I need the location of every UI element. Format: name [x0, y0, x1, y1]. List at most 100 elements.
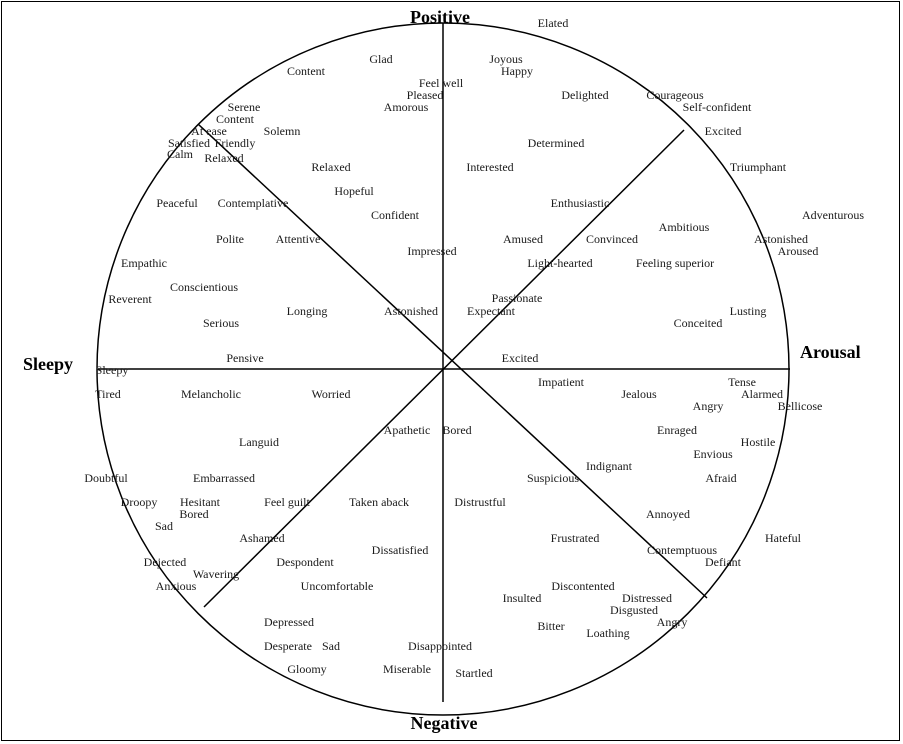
emotion-word-angry: Angry: [693, 399, 724, 413]
emotion-word-insulted: Insulted: [503, 591, 542, 605]
emotion-word-sad: Sad: [155, 519, 173, 533]
emotion-word-wavering: Wavering: [193, 567, 239, 581]
emotion-word-startled: Startled: [455, 666, 492, 680]
emotion-word-conscientious: Conscientious: [170, 280, 238, 294]
emotion-word-uncomfortable: Uncomfortable: [301, 579, 374, 593]
emotion-word-relaxed: Relaxed: [204, 151, 243, 165]
emotion-word-tired: Tired: [95, 387, 121, 401]
emotion-word-hostile: Hostile: [741, 435, 776, 449]
emotion-word-ambitious: Ambitious: [659, 220, 710, 234]
emotion-word-dejected: Dejected: [144, 555, 187, 569]
emotion-word-taken-aback: Taken aback: [349, 495, 409, 509]
emotion-word-excited: Excited: [502, 351, 539, 365]
emotion-word-serene: Serene: [228, 100, 261, 114]
emotion-word-content: Content: [216, 112, 255, 126]
emotion-word-amused: Amused: [503, 232, 543, 246]
emotion-word-anxious: Anxious: [156, 579, 197, 593]
emotion-word-satisfied: Satisfied: [168, 136, 210, 150]
emotion-word-joyous: Joyous: [489, 52, 523, 66]
emotion-word-adventurous: Adventurous: [802, 208, 864, 222]
emotion-word-bitter: Bitter: [537, 619, 564, 633]
emotion-word-afraid: Afraid: [705, 471, 736, 485]
emotion-word-content: Content: [287, 64, 326, 78]
emotion-word-tense: Tense: [728, 375, 756, 389]
emotion-word-doubtful: Doubtful: [84, 471, 128, 485]
emotion-word-polite: Polite: [216, 232, 244, 246]
emotion-word-amorous: Amorous: [384, 100, 429, 114]
emotion-word-lusting: Lusting: [730, 304, 767, 318]
emotion-word-angry: Angry: [657, 615, 688, 629]
emotion-word-languid: Languid: [239, 435, 279, 449]
emotion-word-droopy: Droopy: [121, 495, 158, 509]
emotion-word-glad: Glad: [369, 52, 392, 66]
emotion-word-melancholic: Melancholic: [181, 387, 241, 401]
emotion-word-desperate: Desperate: [264, 639, 312, 653]
emotion-word-alarmed: Alarmed: [741, 387, 783, 401]
emotion-word-feel-well: Feel well: [419, 76, 464, 90]
emotion-word-sad: Sad: [322, 639, 340, 653]
emotion-word-suspicious: Suspicious: [527, 471, 579, 485]
emotion-word-expectant: Expectant: [467, 304, 516, 318]
emotion-word-distrustful: Distrustful: [454, 495, 506, 509]
emotion-word-loathing: Loathing: [586, 626, 629, 640]
emotion-word-bellicose: Bellicose: [778, 399, 823, 413]
emotion-word-frustrated: Frustrated: [551, 531, 600, 545]
emotion-word-longing: Longing: [287, 304, 328, 318]
emotion-word-envious: Envious: [693, 447, 733, 461]
emotion-word-feeling-superior: Feeling superior: [636, 256, 714, 270]
emotion-word-confident: Confident: [371, 208, 420, 222]
emotion-word-triumphant: Triumphant: [730, 160, 787, 174]
emotion-word-impatient: Impatient: [538, 375, 585, 389]
emotion-word-serious: Serious: [203, 316, 239, 330]
emotion-word-aroused: Aroused: [778, 244, 819, 258]
emotion-word-bored: Bored: [442, 423, 471, 437]
emotion-word-apathetic: Apathetic: [384, 423, 431, 437]
axis-label-positive: Positive: [410, 7, 470, 27]
emotion-word-empathic: Empathic: [121, 256, 167, 270]
emotion-word-excited: Excited: [705, 124, 742, 138]
emotion-word-hateful: Hateful: [765, 531, 802, 545]
emotion-word-feel-guilt: Feel guilt: [264, 495, 310, 509]
emotion-word-pensive: Pensive: [226, 351, 263, 365]
emotion-word-enraged: Enraged: [657, 423, 697, 437]
emotion-word-astonished: Astonished: [754, 232, 808, 246]
emotion-word-disgusted: Disgusted: [610, 603, 658, 617]
emotion-word-defiant: Defiant: [705, 555, 742, 569]
axis-label-sleepy: Sleepy: [23, 354, 73, 374]
diagonal-ne-sw: [203, 129, 685, 608]
emotion-word-bored: Bored: [179, 507, 208, 521]
emotion-word-embarrassed: Embarrassed: [193, 471, 255, 485]
emotion-word-happy: Happy: [501, 64, 533, 78]
axis-label-negative: Negative: [411, 713, 478, 733]
emotion-word-convinced: Convinced: [586, 232, 638, 246]
emotion-word-solemn: Solemn: [264, 124, 301, 138]
emotion-word-enthusiastic: Enthusiastic: [551, 196, 610, 210]
emotion-word-ashamed: Ashamed: [239, 531, 284, 545]
emotion-word-reverent: Reverent: [108, 292, 152, 306]
emotion-word-gloomy: Gloomy: [287, 662, 326, 676]
emotion-word-relaxed: Relaxed: [311, 160, 350, 174]
emotion-word-disappointed: Disappointed: [408, 639, 472, 653]
emotion-word-light-hearted: Light-hearted: [527, 256, 592, 270]
emotion-word-self-confident: Self-confident: [683, 100, 752, 114]
emotion-word-discontented: Discontented: [551, 579, 614, 593]
diagonal-nw-se: [197, 123, 708, 599]
emotion-word-dissatisfied: Dissatisfied: [372, 543, 429, 557]
emotion-word-jealous: Jealous: [621, 387, 657, 401]
emotion-word-determined: Determined: [528, 136, 585, 150]
emotion-word-contemplative: Contemplative: [218, 196, 289, 210]
emotion-word-attentive: Attentive: [276, 232, 321, 246]
emotion-word-delighted: Delighted: [561, 88, 608, 102]
emotion-word-courageous: Courageous: [646, 88, 704, 102]
emotion-word-hesitant: Hesitant: [180, 495, 221, 509]
emotion-word-annoyed: Annoyed: [646, 507, 690, 521]
emotion-word-interested: Interested: [466, 160, 513, 174]
emotion-word-depressed: Depressed: [264, 615, 314, 629]
emotion-word-passionate: Passionate: [492, 291, 543, 305]
emotion-word-distressed: Distressed: [622, 591, 672, 605]
emotion-word-miserable: Miserable: [383, 662, 431, 676]
emotion-word-hopeful: Hopeful: [334, 184, 374, 198]
emotion-word-impressed: Impressed: [407, 244, 456, 258]
